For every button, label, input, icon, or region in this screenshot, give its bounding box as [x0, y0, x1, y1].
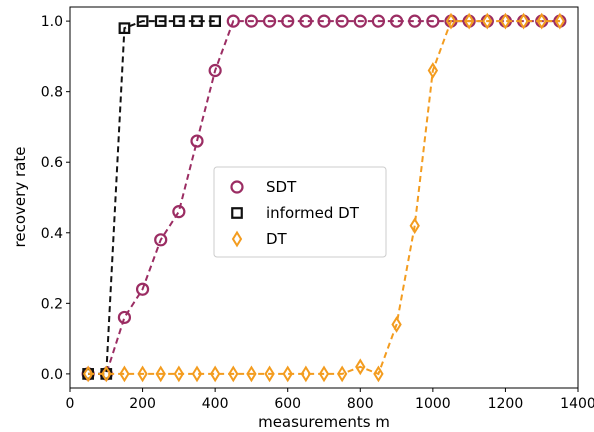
- data-point-dt: [101, 365, 112, 383]
- data-point-dt: [445, 12, 457, 30]
- y-tick-label: 0.8: [41, 85, 63, 101]
- data-point-dt: [119, 365, 130, 383]
- x-tick-label: 200: [129, 396, 156, 412]
- x-tick-label: 1000: [415, 396, 451, 412]
- x-tick-label: 600: [274, 396, 301, 412]
- legend-item-informed-dt: informed DT: [231, 204, 360, 222]
- data-point-dt: [82, 365, 94, 383]
- legend-marker-informed-dt: [231, 207, 243, 219]
- data-point-dt: [191, 365, 203, 383]
- data-point-informed-dt: [118, 22, 131, 35]
- series-layer: [81, 12, 567, 383]
- data-point-dt: [155, 365, 166, 383]
- data-point-informed-dt: [154, 15, 167, 27]
- plot-frame: [69, 6, 579, 389]
- data-point-informed-dt: [209, 15, 221, 27]
- data-point-informed-dt: [173, 15, 185, 27]
- data-point-dt: [482, 12, 493, 30]
- data-point-dt: [518, 12, 529, 30]
- legend-item-dt: DT: [231, 230, 288, 248]
- data-point-dt: [137, 365, 148, 383]
- data-point-dt: [427, 62, 439, 79]
- data-point-sdt: [281, 14, 295, 28]
- data-point-sdt: [408, 14, 422, 28]
- y-tick-label: 0.0: [41, 367, 63, 383]
- legend: SDT informed DT DT: [213, 166, 387, 258]
- x-tick-label: 800: [347, 396, 374, 412]
- data-point-informed-dt: [191, 15, 203, 27]
- data-point-sdt: [135, 282, 150, 296]
- data-point-dt: [246, 365, 257, 383]
- series-line-informed-dt: [88, 20, 216, 375]
- data-point-dt: [300, 365, 312, 383]
- data-point-dt: [536, 12, 547, 30]
- data-point-sdt: [244, 14, 259, 28]
- legend-frame: [213, 166, 387, 258]
- legend-label-sdt: SDT: [266, 178, 297, 196]
- data-point-sdt: [154, 233, 168, 247]
- y-axis-label: recovery rate: [11, 147, 29, 248]
- y-tick-label: 0.2: [41, 296, 63, 312]
- series-line-dt: [88, 20, 560, 376]
- data-point-sdt: [389, 14, 404, 28]
- data-point-sdt: [426, 14, 440, 28]
- legend-marker-sdt: [230, 180, 244, 194]
- data-point-informed-dt: [136, 15, 149, 27]
- x-axis-label: measurements m: [258, 413, 390, 431]
- data-point-sdt: [190, 134, 204, 148]
- x-tick-label: 0: [66, 396, 75, 412]
- data-point-dt: [500, 12, 511, 30]
- series-dt: [82, 12, 566, 383]
- data-point-sdt: [371, 14, 386, 28]
- data-point-dt: [318, 365, 330, 383]
- x-tick-label: 400: [202, 396, 229, 412]
- data-point-dt: [373, 365, 384, 383]
- y-tick-label: 0.4: [41, 226, 63, 242]
- ticks-layer: 0 200 400 600 800 1000 1200 1400 0.0 0.2 0.4 0.6 0.8…: [41, 14, 594, 412]
- data-point-sdt: [172, 205, 186, 219]
- data-point-dt: [282, 365, 293, 383]
- y-tick-label: 0.6: [41, 155, 63, 171]
- data-point-sdt: [353, 14, 367, 28]
- data-point-dt: [391, 316, 402, 333]
- data-point-dt: [463, 12, 475, 30]
- legend-items: SDT informed DT DT: [230, 178, 360, 248]
- data-point-dt: [228, 365, 239, 383]
- x-tick-label: 1200: [488, 396, 524, 412]
- legend-label-dt: DT: [266, 230, 288, 248]
- data-point-dt: [264, 365, 275, 383]
- data-point-dt: [173, 365, 185, 383]
- data-point-sdt: [299, 14, 313, 28]
- data-point-sdt: [117, 310, 132, 325]
- data-point-sdt: [262, 14, 277, 28]
- data-point-sdt: [226, 14, 240, 28]
- data-point-dt: [209, 365, 221, 383]
- data-point-dt: [554, 12, 566, 30]
- data-point-sdt: [208, 63, 222, 78]
- y-tick-label: 1.0: [41, 14, 63, 30]
- data-point-dt: [336, 365, 348, 383]
- legend-marker-dt: [231, 230, 243, 248]
- data-point-sdt: [335, 14, 349, 28]
- legend-item-sdt: SDT: [230, 178, 297, 196]
- legend-label-informed-dt: informed DT: [266, 204, 360, 222]
- data-point-dt: [355, 358, 366, 376]
- x-tick-label: 1400: [560, 396, 594, 412]
- data-point-dt: [409, 217, 420, 235]
- data-point-sdt: [317, 14, 331, 28]
